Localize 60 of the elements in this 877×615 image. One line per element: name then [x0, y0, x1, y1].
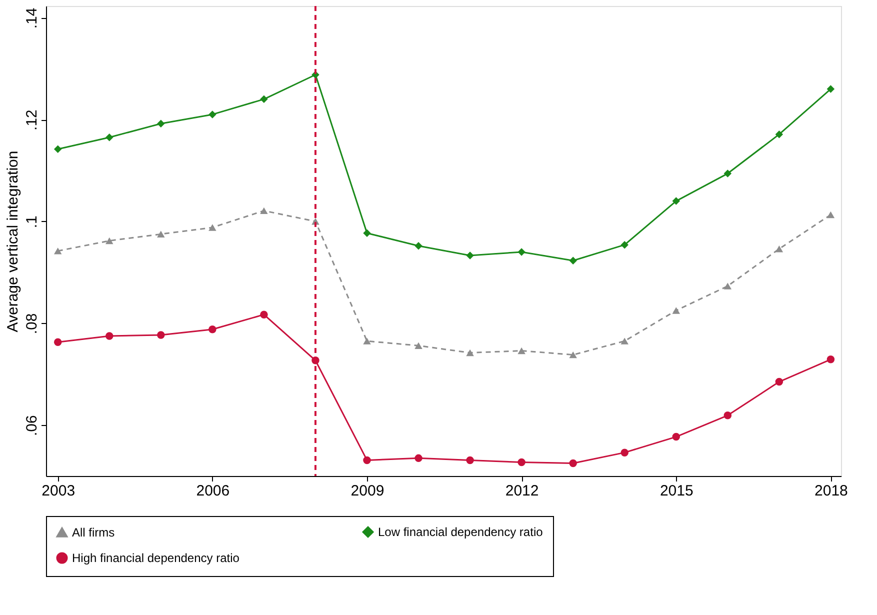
point — [54, 248, 62, 254]
point — [672, 432, 680, 441]
point — [260, 207, 268, 214]
point — [157, 120, 165, 128]
legend-label: High financial dependency ratio — [72, 551, 240, 565]
point — [672, 307, 680, 314]
point — [826, 85, 835, 93]
point — [363, 338, 371, 344]
legend-label: Low financial dependency ratio — [378, 525, 544, 539]
x-tick-label: 2015 — [660, 482, 694, 500]
point — [157, 331, 165, 339]
point — [826, 356, 835, 364]
point — [775, 246, 784, 252]
point — [775, 378, 784, 386]
point — [466, 456, 474, 464]
y-axis-title: Average vertical integration — [4, 150, 22, 332]
point — [620, 240, 628, 249]
y-tick-label: .08 — [24, 313, 40, 334]
x-tick-label: 2006 — [196, 482, 230, 500]
x-tick-label: 2003 — [42, 482, 76, 500]
point — [260, 95, 268, 104]
point — [414, 454, 422, 462]
point — [260, 310, 268, 318]
point — [569, 351, 577, 358]
point — [414, 242, 422, 250]
point — [569, 256, 577, 264]
point — [826, 211, 835, 218]
y-tick-label: .06 — [24, 415, 40, 436]
point — [724, 412, 732, 420]
point — [208, 110, 216, 118]
point — [208, 325, 216, 334]
point — [775, 130, 784, 138]
point — [157, 230, 165, 238]
point — [466, 252, 474, 260]
y-tick-label: .14 — [24, 8, 40, 29]
point — [106, 237, 114, 244]
y-tick-label: .12 — [24, 110, 40, 130]
point — [106, 134, 114, 142]
legend-label: All firms — [72, 525, 115, 540]
point — [466, 349, 474, 356]
point — [54, 145, 62, 153]
x-tick-label: 2018 — [814, 482, 848, 500]
point — [672, 197, 680, 205]
point — [363, 229, 371, 237]
point — [724, 282, 732, 290]
x-tick-label: 2009 — [350, 482, 384, 500]
point — [620, 338, 628, 344]
y-tick-label: .1 — [24, 216, 40, 228]
point — [106, 332, 114, 340]
point — [724, 170, 732, 178]
point — [569, 459, 577, 468]
point — [414, 342, 422, 349]
point — [208, 224, 216, 231]
point — [518, 248, 526, 256]
point — [518, 458, 526, 466]
point — [363, 456, 371, 464]
x-tick-label: 2012 — [505, 482, 539, 500]
point — [518, 347, 526, 354]
point — [54, 338, 62, 346]
point — [620, 448, 628, 456]
